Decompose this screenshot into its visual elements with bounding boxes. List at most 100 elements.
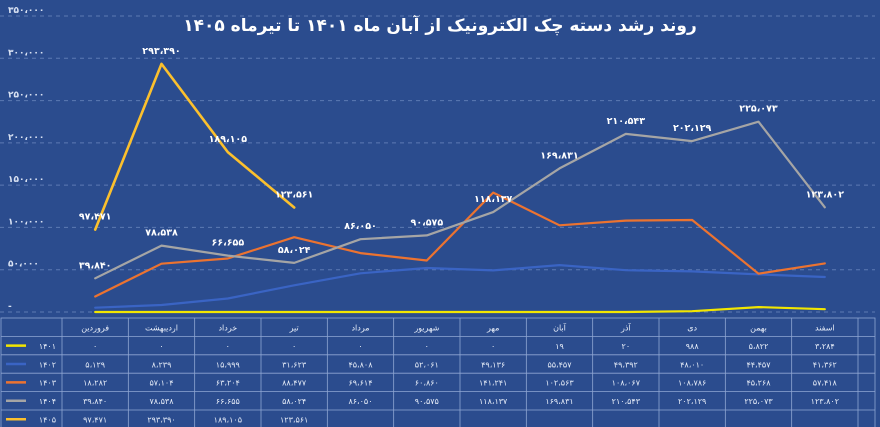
data-table: فروردین اردیبهشت خرداد تیر مرداد شهریور مهر آبا… [0, 317, 876, 427]
data-label: ۱۱۸،۱۳۷ [474, 194, 513, 205]
table-cell: ۹۸۸ [686, 342, 700, 351]
table-cell: ۱۲۳،۸۰۲ [811, 397, 839, 406]
data-label: ۱۶۹،۸۳۱ [540, 150, 578, 161]
table-header-cell: فروردین [81, 324, 109, 333]
y-tick-label: ۳۰۰،۰۰۰ [8, 48, 44, 58]
gridlines [0, 15, 875, 313]
legend-label: ۱۴۰۳ [39, 379, 57, 388]
table-header-cell: اردیبهشت [145, 324, 178, 333]
legend-label: ۱۴۰۲ [39, 360, 56, 369]
table-cell: ۳۹،۸۴۰ [83, 397, 107, 406]
y-tick-label: - [8, 302, 12, 312]
table-cell: ۱۰۲،۵۶۳ [545, 379, 574, 388]
table-cell: ۴۴،۴۵۷ [746, 360, 771, 369]
table-cell: ۱۵،۹۹۹ [216, 360, 240, 369]
table-cell: ۴۱،۳۶۲ [813, 360, 837, 369]
y-tick-label: ۲۰۰،۰۰۰ [8, 133, 44, 143]
data-label: ۱۲۳،۸۰۲ [806, 189, 845, 200]
table-header-cell: آذر [620, 323, 631, 333]
table-header-cell: اسفند [815, 324, 835, 333]
y-tick-label: ۲۵۰،۰۰۰ [8, 91, 44, 101]
data-label: ۹۷،۴۷۱ [79, 212, 112, 223]
y-tick-label: ۵۰،۰۰۰ [8, 260, 39, 270]
y-tick-label: ۱۰۰،۰۰۰ [8, 217, 44, 227]
table-cell: ۱۰۸،۰۶۷ [612, 379, 641, 388]
table-cell: ۵۲،۰۶۱ [415, 360, 439, 369]
table-cell: ۶۹،۶۱۴ [348, 379, 372, 388]
data-label: ۶۶،۶۵۵ [212, 238, 245, 249]
table-cell: ۲۱۰،۵۴۳ [612, 397, 641, 406]
series-line-۱۴۰۴ [94, 120, 826, 280]
table-cell: ۵۷،۱۰۴ [149, 379, 173, 388]
table-header-cell: آبان [553, 323, 567, 333]
table-cell: ۴۹،۱۳۶ [481, 360, 505, 369]
series-lines [93, 62, 826, 314]
table-cell: ۴۵،۲۶۸ [746, 379, 771, 388]
table-cell: ۶۳،۲۰۴ [216, 379, 240, 388]
data-label: ۷۸،۵۳۸ [145, 228, 178, 239]
table-cell: ۵۸،۰۲۴ [282, 397, 306, 406]
table-cell: ۸۶،۰۵۰ [348, 397, 372, 406]
data-label: ۹۰،۵۷۵ [411, 217, 444, 228]
chart-title: روند رشد دسته چک الکترونیک از آبان ماه ۱… [183, 14, 697, 36]
table-cell: ۶۰،۸۶۰ [415, 379, 439, 388]
table-cell: ۲۲۵،۰۷۳ [744, 397, 773, 406]
table-cell: ۰ [292, 342, 296, 351]
legend-label: ۱۴۰۵ [39, 416, 56, 425]
y-axis-ticks: - ۵۰،۰۰۰ ۱۰۰،۰۰۰ ۱۵۰،۰۰۰ ۲۰۰،۰۰۰ ۲۵۰،۰۰۰ ۳۰۰،۰… [8, 6, 44, 312]
table-cell: ۵،۸۲۲ [749, 342, 769, 351]
table-cell: ۰ [425, 342, 429, 351]
table-cell: ۰ [159, 342, 163, 351]
legend-label: ۱۴۰۴ [39, 397, 56, 406]
table-cell: ۱۴۱،۲۴۱ [479, 379, 507, 388]
table-cell: ۰ [358, 342, 362, 351]
table-header-cell: مرداد [351, 324, 369, 333]
table-cell: ۵،۱۲۹ [85, 360, 105, 369]
data-label: ۲۹۳،۳۹۰ [142, 46, 180, 57]
data-label: ۵۸،۰۲۴ [278, 245, 311, 256]
table-cell: ۹۷،۴۷۱ [83, 416, 107, 425]
data-label: ۸۶،۰۵۰ [344, 221, 377, 232]
table-cell: ۳۱،۶۲۳ [282, 360, 307, 369]
table-cell: ۰ [491, 342, 495, 351]
table-cell: ۲۰ [622, 342, 631, 351]
table-cell: ۱۲۳،۵۶۱ [280, 416, 308, 425]
table-cell: ۱۹ [555, 342, 564, 351]
legend-label: ۱۴۰۱ [39, 342, 56, 351]
table-cell: ۱۸۹،۱۰۵ [214, 416, 242, 425]
data-label: ۲۰۲،۱۲۹ [673, 123, 712, 134]
table-cell: ۶۶،۶۵۵ [216, 397, 240, 406]
table-cell: ۴۸،۰۱۰ [680, 360, 704, 369]
table-header-cell: دی [687, 324, 697, 333]
table-header-cell: بهمن [750, 324, 767, 333]
table-cell: ۰ [226, 342, 230, 351]
data-label: ۱۸۹،۱۰۵ [209, 134, 248, 145]
y-tick-label: ۳۵۰،۰۰۰ [8, 6, 44, 16]
table-cell: ۱۸،۲۸۲ [83, 379, 107, 388]
data-label: ۱۲۳،۵۶۱ [275, 190, 313, 201]
series-line-۱۴۰۵ [93, 62, 296, 231]
table-cell: ۳،۲۸۴ [815, 342, 835, 351]
table-cell: ۱۰۸،۷۸۶ [678, 379, 706, 388]
table-cell: ۸،۲۳۹ [152, 360, 172, 369]
series-line-۱۴۰۲ [94, 264, 826, 309]
table-header-cell: مهر [486, 324, 499, 333]
table-header-cell: تیر [289, 324, 299, 333]
y-tick-label: ۱۵۰،۰۰۰ [8, 175, 44, 185]
data-label: ۲۱۰،۵۴۳ [607, 116, 646, 127]
table-cell: ۰ [93, 342, 97, 351]
data-labels: ۳۹،۸۴۰ ۹۷،۴۷۱ ۲۹۳،۳۹۰ ۷۸،۵۳۸ ۱۸۹،۱۰۵ ۶۶،۶۵۵ ۱۲… [79, 46, 844, 271]
table-cell: ۴۵،۸۰۸ [348, 360, 373, 369]
table-header-cell: خرداد [218, 324, 237, 333]
table-cell: ۲۹۳،۳۹۰ [147, 416, 175, 425]
table-cell: ۵۷،۴۱۸ [813, 379, 838, 388]
table-border [0, 317, 876, 427]
table-cell: ۱۶۹،۸۳۱ [545, 397, 573, 406]
data-label: ۲۲۵،۰۷۳ [739, 104, 778, 115]
table-cell: ۴۹،۳۹۲ [614, 360, 638, 369]
table-cell: ۷۸،۵۳۸ [149, 397, 174, 406]
table-cell: ۵۵،۴۵۷ [547, 360, 572, 369]
table-cell: ۸۸،۴۷۷ [282, 379, 307, 388]
